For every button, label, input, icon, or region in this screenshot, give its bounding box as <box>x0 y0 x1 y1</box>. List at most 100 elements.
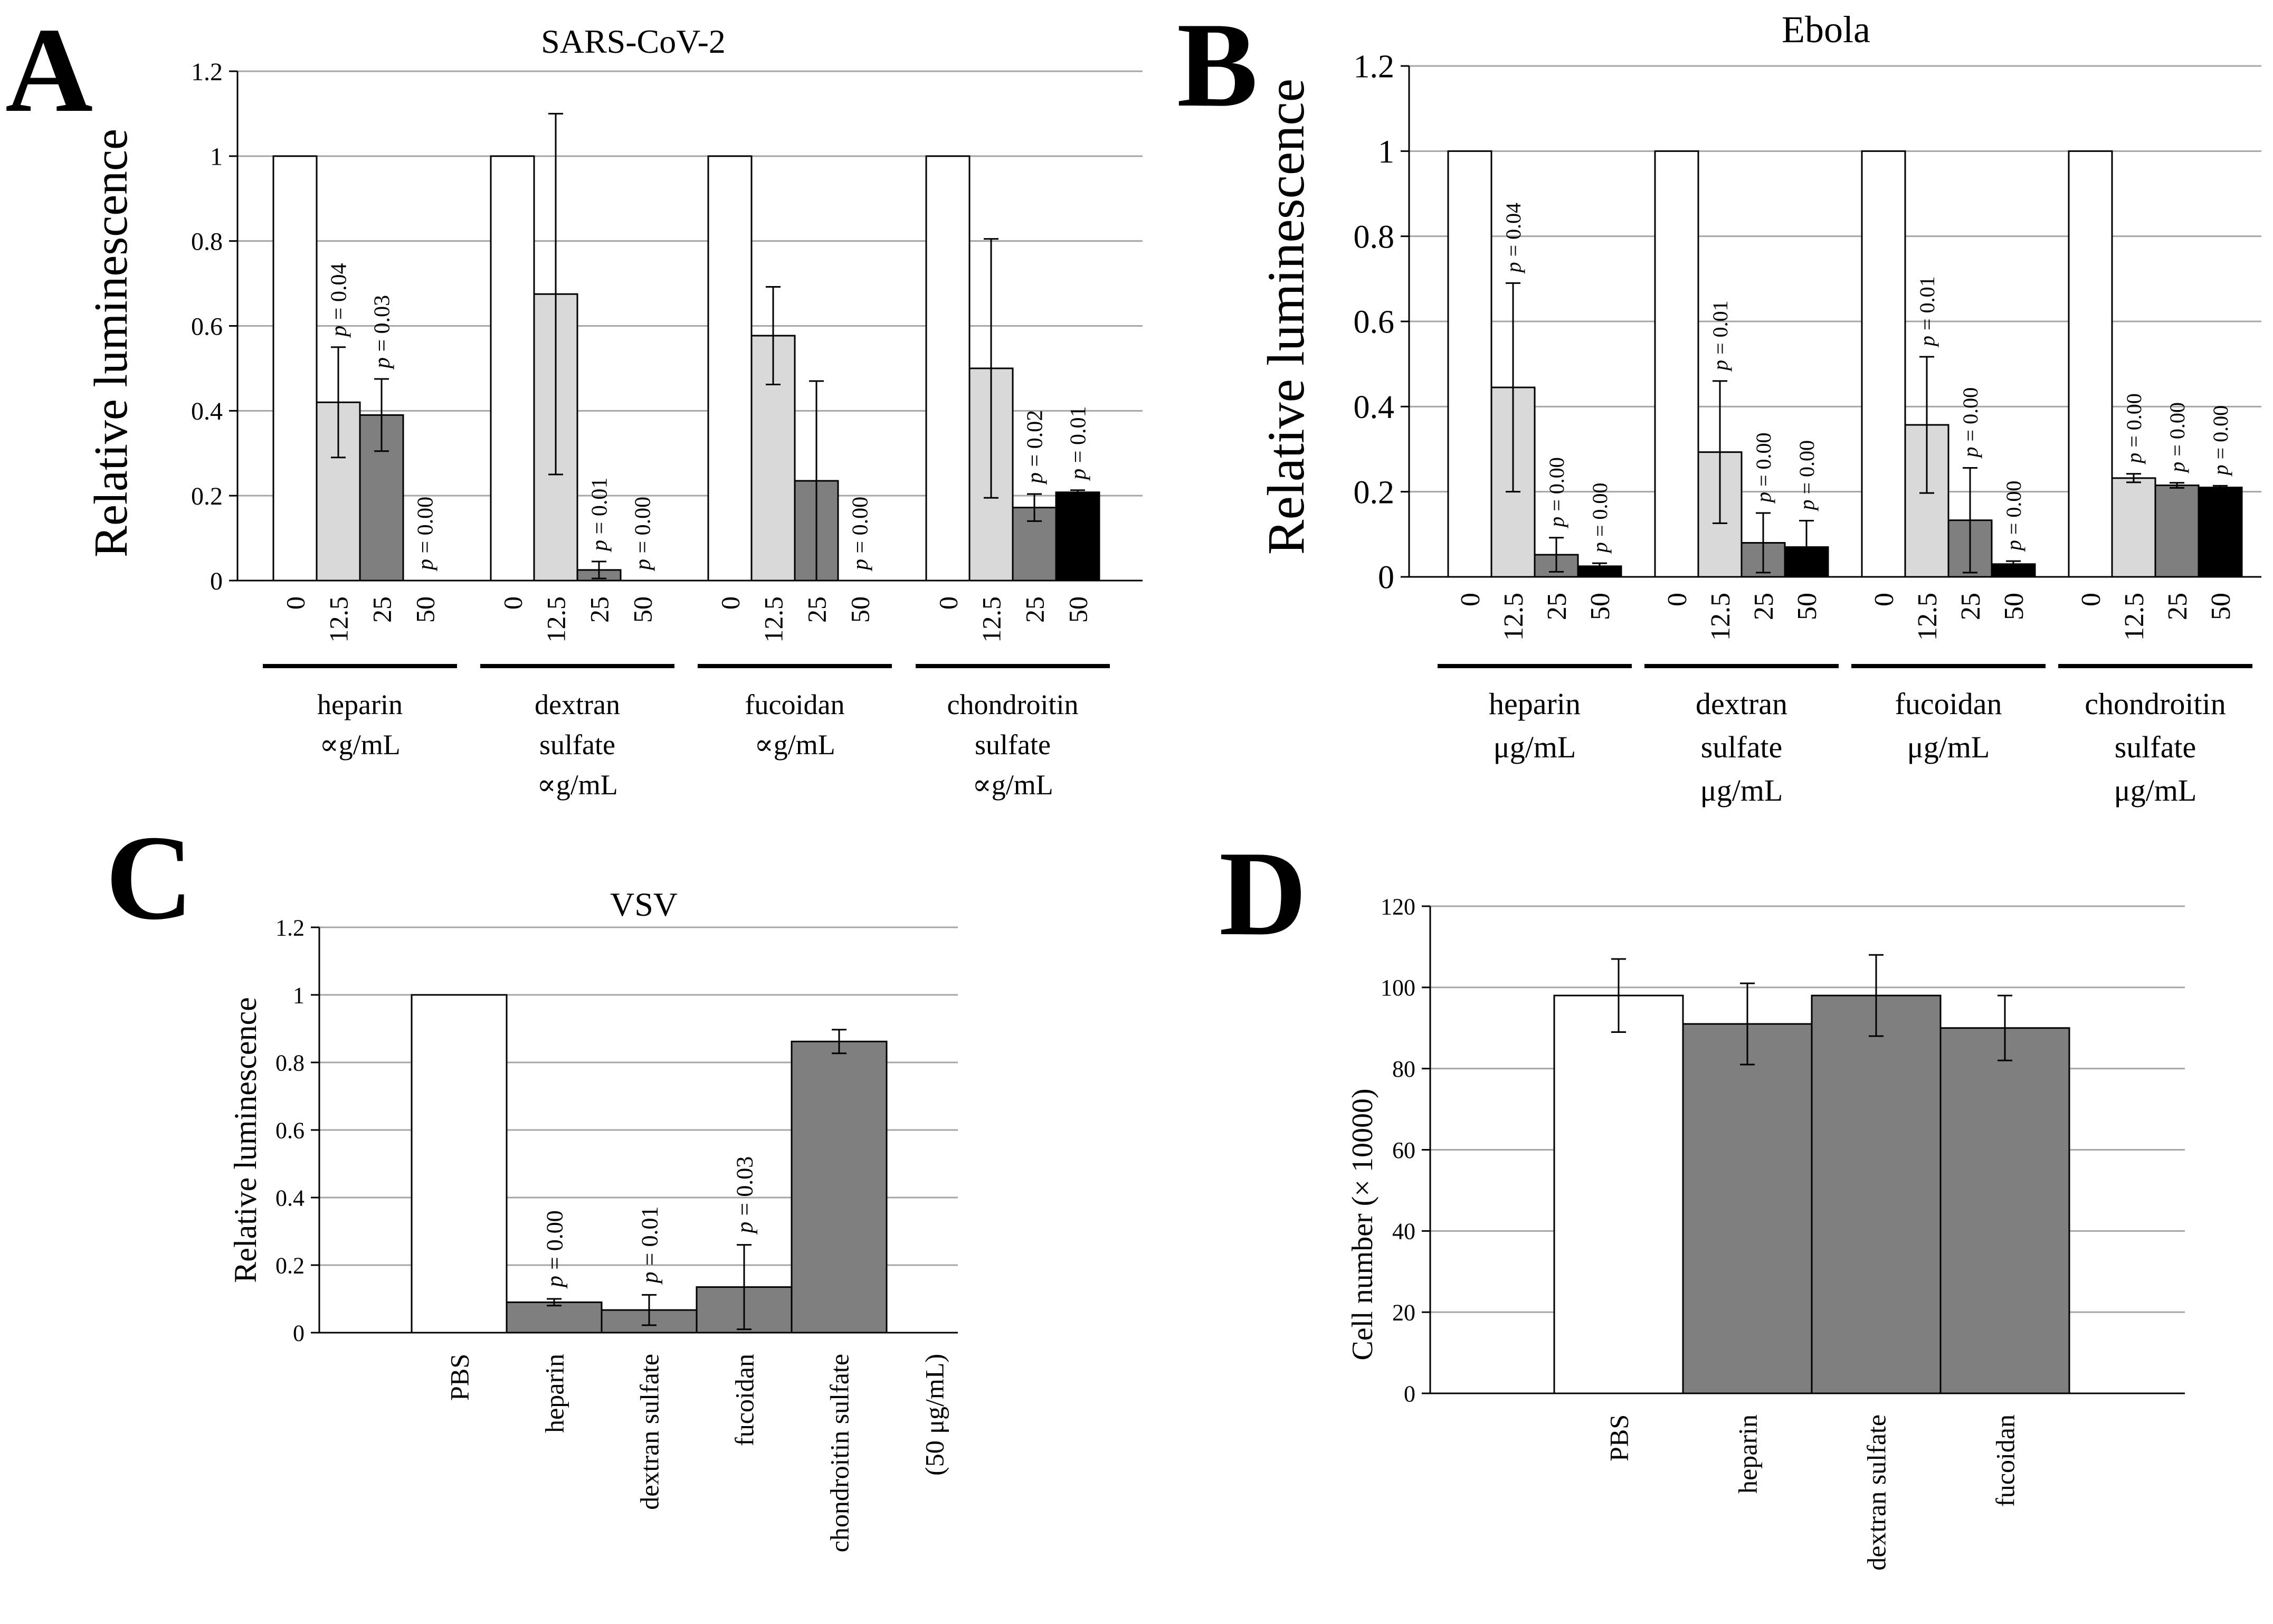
panel-a-dose-label: 50 <box>1063 596 1093 623</box>
panel-d-plot: 0 20 40 60 80 100 120 PBS heparin dextran sulfate… <box>1381 894 2185 1571</box>
panel-b-group-label: sulfate <box>1701 730 1783 764</box>
panel-b-group-label: μg/mL <box>1494 730 1576 764</box>
panel-a-bar <box>490 155 535 582</box>
panel-a-ytick-label: 0.4 <box>191 397 223 425</box>
panel-a-group-label: chondroitin <box>947 689 1079 720</box>
panel-b-p-value: p = 0.04 <box>1501 203 1525 274</box>
panel-b-p-value: p = 0.00 <box>1545 457 1568 529</box>
panel-a-group-label: ∝g/mL <box>972 769 1053 801</box>
panel-c-ytick-label: 1 <box>293 982 305 1008</box>
panel-b-bar <box>2111 477 2156 578</box>
panel-d-ylabel: Cell number (× 10000) <box>1346 1088 1379 1360</box>
panel-d-bar <box>1939 1027 2070 1394</box>
panel-a-ytick-label: 0.8 <box>191 227 223 255</box>
panel-c-bar <box>411 994 508 1334</box>
panel-a-group-label: ∝g/mL <box>319 729 401 761</box>
panel-b-dose-label: 0 <box>1869 593 1899 606</box>
panel-a-title: SARS-CoV-2 <box>541 23 726 60</box>
panel-d-category-label: fucoidan <box>1991 1414 2020 1507</box>
panel-b-group-label: fucoidan <box>1895 687 2002 721</box>
panel-a-dose-label: 25 <box>367 596 397 623</box>
panel-b-dose-label: 50 <box>1999 593 2029 620</box>
panel-d-ytick-label: 40 <box>1392 1219 1415 1245</box>
panel-a-group: 0 12.5 25 p = 0.00 50 fucoidan ∝g/mL <box>698 155 892 761</box>
panel-a-p-value: p = 0.00 <box>414 497 438 572</box>
panel-a-plot: 0 0.2 0.4 0.6 0.8 1 1.2 0 p = 0.04 12.5 p = 0.03 25… <box>191 58 1143 801</box>
panel-b-dose-label: 0 <box>1662 593 1692 606</box>
panel-b-bar <box>1861 150 1906 578</box>
panel-a-p-value: p = 0.00 <box>631 497 655 572</box>
panel-b-p-value: p = 0.00 <box>1588 483 1612 555</box>
panel-a-bar <box>925 155 971 582</box>
panel-a-dose-label: 50 <box>845 596 875 623</box>
panel-b-dose-label: 12.5 <box>1913 593 1943 641</box>
panel-a-group-label: ∝g/mL <box>537 769 618 801</box>
panel-b-group-label: dextran <box>1696 687 1787 721</box>
panel-b-dose-label: 25 <box>1542 593 1572 620</box>
panel-b-dose-label: 0 <box>2076 593 2106 606</box>
panel-c-ytick-label: 0 <box>293 1320 305 1346</box>
panel-a-ylabel: Relative luminescence <box>85 129 137 557</box>
panel-b-ylabel: Relative luminescence <box>1257 79 1315 555</box>
panel-c-category-label: heparin <box>540 1354 569 1433</box>
panel-a-dose-label: 0 <box>716 596 745 610</box>
panel-b-group-label: chondroitin <box>2085 687 2226 721</box>
panel-a-bar <box>1055 491 1100 582</box>
panel-b-dose-label: 12.5 <box>1499 593 1529 641</box>
panel-a-ytick-label: 0.2 <box>191 482 223 510</box>
panel-b-dose-label: 50 <box>1792 593 1822 620</box>
panel-a-group-label: heparin <box>317 689 403 720</box>
panel-b-group: 0 p = 0.04 12.5 p = 0.00 25 p = 0.00 50 heparin… <box>1438 150 1632 764</box>
panel-c-category-label: dextran sulfate <box>635 1354 664 1510</box>
panel-c-concentration-label: (50 μg/mL) <box>920 1354 949 1476</box>
panel-b-p-value: p = 0.00 <box>2165 402 2189 474</box>
panel-c-ytick-label: 0.8 <box>275 1050 305 1076</box>
panel-d-ytick-label: 20 <box>1392 1300 1415 1326</box>
panel-a-group: 0 12.5 p = 0.02 25 p = 0.01 50 chondroitin sulf… <box>916 155 1110 801</box>
panel-d-ytick-label: 120 <box>1381 894 1415 919</box>
panel-d-ytick-label: 0 <box>1404 1381 1415 1407</box>
panel-b-group: 0 p = 0.01 12.5 p = 0.00 25 p = 0.00 50 fucoida… <box>1851 150 2046 764</box>
panel-a-group-label: sulfate <box>539 729 615 761</box>
panel-b-dose-label: 25 <box>1749 593 1779 620</box>
panel-a-p-value: p = 0.04 <box>327 263 351 338</box>
panel-b-bar <box>2068 150 2113 578</box>
panel-a-group-label: dextran <box>535 689 620 720</box>
panel-b-dose-label: 0 <box>1456 593 1486 606</box>
panel-d-bar <box>1682 1023 1813 1394</box>
panel-c-title: VSV <box>610 886 678 923</box>
panel-a-dose-label: 25 <box>1020 596 1050 623</box>
panel-a-group: 0 12.5 p = 0.01 25 p = 0.00 50 dextran sulfate ∝… <box>480 112 674 801</box>
panel-a-bar <box>707 155 753 582</box>
panel-a-p-value: p = 0.01 <box>588 478 612 553</box>
panel-b-ytick-label: 0 <box>1378 560 1394 596</box>
panel-a-ytick-label: 0 <box>210 567 223 595</box>
panel-b-p-value: p = 0.00 <box>1752 432 1775 504</box>
panel-a-p-value: p = 0.01 <box>1067 406 1091 481</box>
panel-d-ytick-label: 80 <box>1392 1056 1415 1082</box>
panel-b-p-value: p = 0.01 <box>1915 276 1939 348</box>
panel-b-ytick-label: 0.2 <box>1354 474 1395 510</box>
panel-d-bar <box>1553 994 1684 1394</box>
panel-a-dose-label: 0 <box>281 596 310 610</box>
panel-b-dose-label: 25 <box>2163 593 2193 620</box>
panel-a: A SARS-CoV-2 Relative luminescence 00.20… <box>5 3 1143 801</box>
panel-b-group-label: heparin <box>1489 687 1581 721</box>
panel-b-group: 0 p = 0.01 12.5 p = 0.00 25 p = 0.00 50 dextran… <box>1644 150 1839 808</box>
panel-d-category-label: PBS <box>1604 1414 1634 1461</box>
panel-a-ytick-label: 1 <box>210 143 223 171</box>
panel-a-dose-label: 0 <box>498 596 528 610</box>
panel-c-ytick-label: 1.2 <box>275 915 305 941</box>
panel-d-ytick-label: 60 <box>1392 1137 1415 1163</box>
panel-a-group-label: sulfate <box>975 729 1051 761</box>
panel-c-p-value: p = 0.00 <box>541 1210 567 1289</box>
panel-b-ytick-label: 1.2 <box>1354 49 1395 85</box>
panel-b-p-value: p = 0.01 <box>1708 300 1732 372</box>
panel-a-dose-label: 12.5 <box>541 596 571 643</box>
panel-b-plot: 0 0.2 0.4 0.6 0.8 1 1.2 0 p = 0.04 12.5 p = 0.00 25… <box>1354 49 2261 808</box>
panel-a-ytick-label: 0.6 <box>191 312 223 340</box>
panel-b-bar <box>1447 150 1492 578</box>
panel-c-category-label: chondroitin sulfate <box>825 1354 854 1552</box>
panel-a-dose-label: 50 <box>628 596 658 623</box>
panel-letter-d: D <box>1219 826 1307 961</box>
